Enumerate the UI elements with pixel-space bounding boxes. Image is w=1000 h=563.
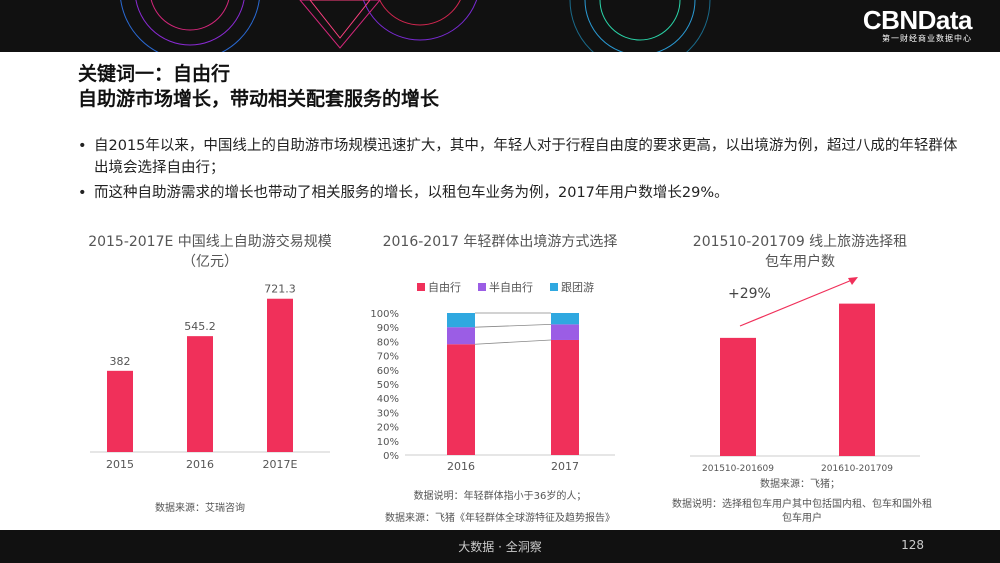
chart2-title: 2016-2017 年轻群体出境游方式选择 [382, 234, 618, 250]
chart3-bar-chart: 201510-201609 201610-201709 +29% [690, 277, 920, 474]
chart2-bar-segment [551, 324, 579, 340]
title-line-1: 关键词一：自由行 [78, 63, 231, 85]
chart2-note-1: 数据说明：年轻群体指小于36岁的人； [413, 491, 587, 502]
chart3-bar [720, 337, 756, 456]
header-banner: CBNData 第一财经商业数据中心 [0, 0, 1000, 52]
chart2-bar-segment [447, 344, 475, 455]
chart3-title: 201510-201709 线上旅游选择租包车用户数 [692, 234, 908, 270]
chart2-legend-label: 跟团游 [561, 281, 594, 294]
bullet-item: 而这种自助游需求的增长也带动了相关服务的增长，以租包车业务为例，2017年用户数… [78, 182, 958, 204]
chart1-bar-chart: 382 2015 545.2 2016 721.3 2017E [90, 283, 330, 471]
chart2-y-tick-label: 70% [377, 352, 399, 363]
chart2-y-tick-label: 20% [377, 423, 399, 434]
chart2-legend-label: 自由行 [428, 280, 461, 294]
chart1-tick-label: 2017E [263, 458, 298, 471]
chart3-note-2: 数据说明：选择租包车用户其中包括国内租、包车和国外租包车用户 [672, 499, 932, 524]
chart3-growth-label: +29% [728, 286, 771, 302]
chart1-data-label: 382 [110, 355, 131, 368]
chart2-y-tick-label: 90% [377, 323, 399, 334]
chart1-data-label: 721.3 [264, 283, 296, 296]
footer-slogan: 大数据 · 全洞察 [458, 540, 542, 554]
chart1-bar [267, 298, 293, 452]
chart2-connector-line [474, 323, 552, 328]
chart2-legend-label: 半自由行 [489, 280, 533, 294]
chart2-stacked-bar-chart: 自由行 半自由行 跟团游 0% 10% 20% 30% 40% 50% 60% 70% 80% 90% 1… [370, 280, 615, 473]
chart1-tick-label: 2016 [186, 458, 214, 471]
brand-tagline: 第一财经商业数据中心 [882, 34, 972, 43]
chart2-tick-label: 2017 [551, 460, 579, 473]
chart2-y-tick-label: 40% [377, 394, 399, 405]
chart3-bar [839, 303, 875, 456]
chart2-bar-segment [551, 339, 579, 455]
slide-title: 关键词一：自由行 自助游市场增长，带动相关配套服务的增长 [78, 62, 439, 112]
chart3-tick-label: 201510-201609 [702, 464, 774, 474]
chart2-connector-line [474, 339, 552, 345]
title-line-2: 自助游市场增长，带动相关配套服务的增长 [78, 88, 440, 110]
chart2-y-tick-label: 80% [377, 337, 399, 348]
chart2-tick-label: 2016 [447, 460, 475, 473]
chart2-legend-swatch [417, 283, 425, 291]
chart2-y-tick-label: 0% [383, 451, 399, 462]
chart1-bar [107, 370, 133, 452]
header-decoration [120, 0, 711, 52]
chart2-legend-swatch [550, 283, 558, 291]
chart2-y-tick-label: 100% [370, 309, 399, 320]
chart3-tick-label: 201610-201709 [821, 464, 893, 474]
chart3-arrow-head [848, 277, 858, 285]
chart2-y-tick-label: 30% [377, 408, 399, 419]
chart3-growth-arrow [739, 279, 853, 327]
page-number: 128 [901, 538, 924, 552]
chart2-legend-swatch [478, 283, 486, 291]
chart2-bar-segment [551, 313, 579, 325]
bullet-list: 自2015年以来，中国线上的自助游市场规模迅速扩大，其中，年轻人对于行程自由度的… [78, 135, 958, 207]
chart1-title: 2015-2017E 中国线上自助游交易规模（亿元） [88, 234, 332, 270]
chart1-bar [187, 336, 213, 452]
brand-logo: CBNData [862, 5, 973, 35]
chart3-note-1: 数据来源：飞猪； [760, 479, 840, 490]
chart1-data-label: 545.2 [184, 320, 216, 333]
chart2-y-tick-label: 50% [377, 380, 399, 391]
chart1-note: 数据来源：艾瑞咨询 [155, 503, 245, 514]
chart2-bar-segment [447, 313, 475, 328]
chart2-bar-segment [447, 327, 475, 345]
footer-bar: 大数据 · 全洞察 128 [0, 530, 1000, 563]
chart2-y-tick-label: 10% [377, 437, 399, 448]
chart2-note-2: 数据来源：飞猪《年轻群体全球游特征及趋势报告》 [385, 513, 615, 524]
bullet-item: 自2015年以来，中国线上的自助游市场规模迅速扩大，其中，年轻人对于行程自由度的… [78, 135, 958, 179]
chart1-tick-label: 2015 [106, 458, 134, 471]
chart2-y-tick-label: 60% [377, 366, 399, 377]
